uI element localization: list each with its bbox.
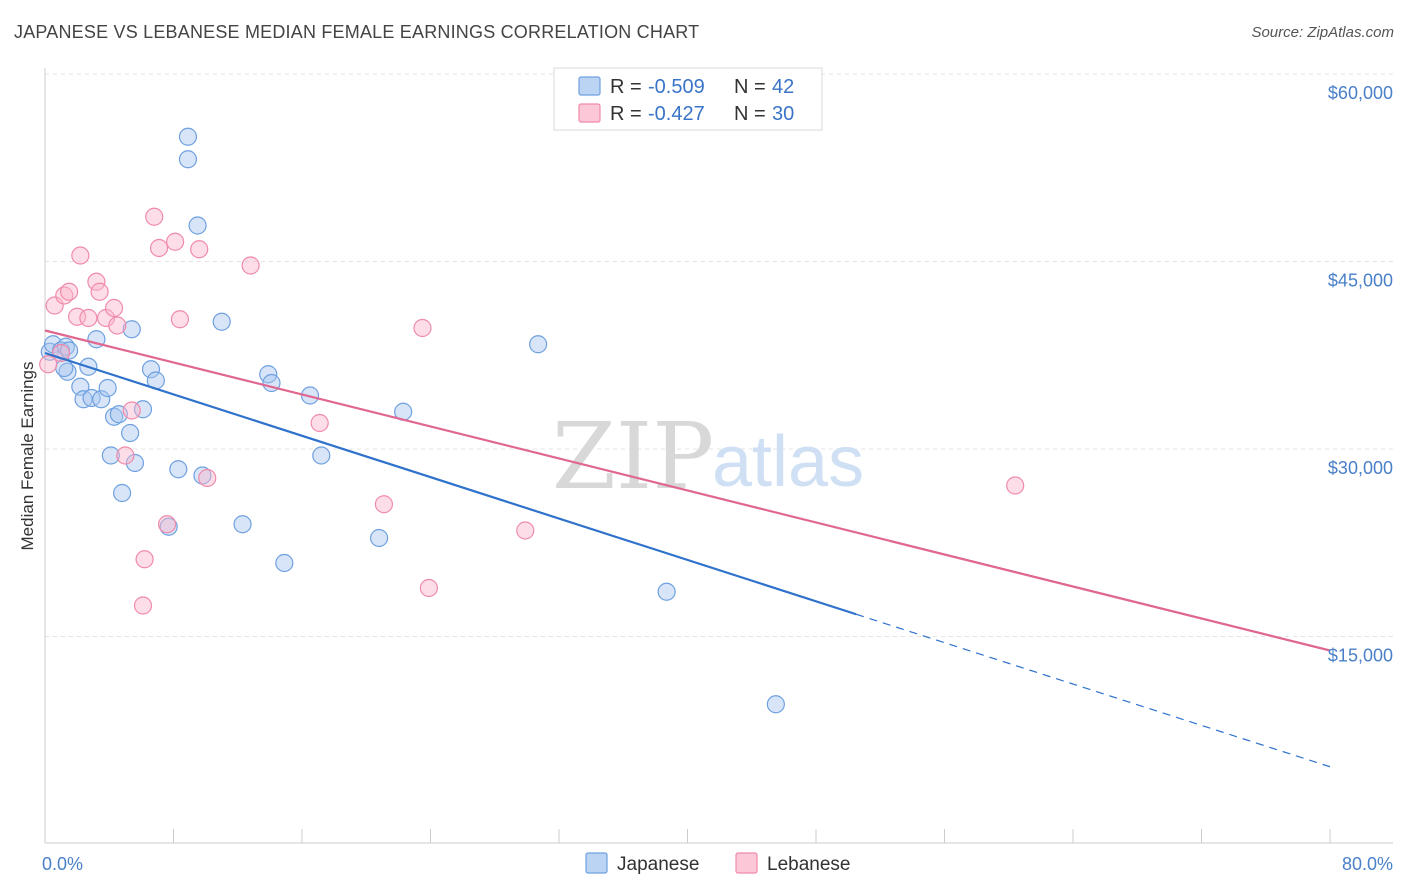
bottom-legend-label-lebanese: Lebanese bbox=[767, 854, 850, 875]
point-lebanese-4 bbox=[59, 282, 79, 301]
series-lebanese-points bbox=[39, 207, 1025, 615]
point-japanese-12 bbox=[98, 378, 117, 398]
point-lebanese-29 bbox=[516, 521, 535, 540]
point-lebanese-1 bbox=[45, 296, 64, 315]
watermark-atlas: atlas bbox=[712, 422, 864, 502]
point-japanese-11 bbox=[92, 390, 111, 409]
bottom-legend: Japanese Lebanese bbox=[585, 852, 850, 875]
point-lebanese-14 bbox=[122, 401, 141, 420]
point-lebanese-24 bbox=[241, 256, 260, 275]
point-japanese-39 bbox=[657, 582, 676, 601]
y-tick-label-2: $45,000 bbox=[1328, 271, 1393, 291]
x-tick-label-max: 80.0% bbox=[1342, 854, 1393, 874]
bottom-legend-swatch-japanese bbox=[585, 852, 608, 874]
point-japanese-26 bbox=[178, 150, 198, 169]
point-lebanese-22 bbox=[190, 240, 209, 259]
point-lebanese-27 bbox=[413, 318, 432, 338]
legend-n-label-lebanese: N = bbox=[734, 103, 766, 125]
point-lebanese-6 bbox=[71, 246, 90, 265]
point-japanese-16 bbox=[112, 483, 132, 503]
legend-swatch-lebanese bbox=[578, 103, 601, 123]
bottom-legend-label-japanese: Japanese bbox=[617, 854, 699, 875]
watermark: ZIP atlas bbox=[552, 403, 864, 510]
point-lebanese-23 bbox=[198, 468, 217, 488]
point-japanese-33 bbox=[275, 553, 294, 573]
legend-n-value-japanese: 42 bbox=[772, 76, 794, 98]
legend-swatch-japanese bbox=[578, 76, 601, 96]
point-japanese-38 bbox=[529, 335, 548, 354]
point-japanese-36 bbox=[370, 528, 389, 548]
point-japanese-17 bbox=[121, 423, 140, 443]
point-japanese-27 bbox=[188, 216, 207, 235]
point-japanese-30 bbox=[233, 515, 252, 534]
point-lebanese-21 bbox=[170, 310, 190, 329]
watermark-zip: ZIP bbox=[552, 403, 714, 510]
legend-r-value-japanese: -0.509 bbox=[648, 76, 705, 98]
legend-r-label-japanese: R = bbox=[610, 76, 642, 98]
point-japanese-28 bbox=[193, 466, 212, 485]
trend-line-japanese-extension bbox=[855, 613, 1331, 768]
point-lebanese-26 bbox=[374, 495, 394, 514]
point-japanese-25 bbox=[178, 127, 198, 146]
point-japanese-21 bbox=[141, 360, 161, 379]
top-legend: R = -0.509 N = 42 R = -0.427 N = 30 bbox=[553, 67, 823, 131]
point-lebanese-15 bbox=[135, 550, 154, 569]
point-japanese-29 bbox=[212, 312, 231, 331]
y-tick-label-0: $15,000 bbox=[1328, 646, 1393, 666]
axes bbox=[44, 68, 1393, 844]
legend-n-label-japanese: N = bbox=[734, 76, 766, 98]
point-lebanese-0 bbox=[39, 355, 58, 374]
y-tick-label-1: $30,000 bbox=[1328, 458, 1393, 478]
point-lebanese-12 bbox=[108, 316, 127, 335]
point-japanese-14 bbox=[104, 407, 124, 426]
x-ticks bbox=[44, 829, 1331, 843]
point-japanese-13 bbox=[101, 446, 120, 465]
y-tick-labels: $15,000 $30,000 $45,000 $60,000 bbox=[1328, 83, 1393, 666]
chart-source: Source: ZipAtlas.com bbox=[1251, 24, 1394, 41]
point-lebanese-17 bbox=[145, 207, 164, 226]
legend-r-label-lebanese: R = bbox=[610, 103, 642, 125]
trend-lines bbox=[44, 329, 1331, 768]
trend-line-japanese bbox=[44, 351, 857, 616]
point-lebanese-9 bbox=[90, 282, 109, 301]
point-lebanese-13 bbox=[116, 446, 135, 465]
legend-r-value-lebanese: -0.427 bbox=[648, 103, 705, 125]
point-lebanese-11 bbox=[104, 298, 124, 318]
point-lebanese-25 bbox=[310, 413, 329, 433]
point-lebanese-7 bbox=[79, 308, 98, 328]
point-lebanese-30 bbox=[1006, 476, 1025, 495]
point-lebanese-18 bbox=[149, 238, 169, 258]
gridlines bbox=[45, 73, 1393, 637]
point-japanese-18 bbox=[122, 320, 141, 339]
point-lebanese-16 bbox=[133, 596, 153, 615]
bottom-legend-swatch-lebanese bbox=[735, 852, 758, 874]
series-japanese-points bbox=[40, 127, 785, 714]
chart-title: JAPANESE VS LEBANESE MEDIAN FEMALE EARNI… bbox=[14, 22, 700, 42]
point-lebanese-8 bbox=[87, 272, 106, 291]
point-lebanese-28 bbox=[419, 578, 438, 598]
y-axis-label: Median Female Earnings bbox=[18, 362, 37, 551]
y-tick-label-3: $60,000 bbox=[1328, 83, 1393, 103]
point-lebanese-19 bbox=[157, 515, 177, 534]
point-japanese-24 bbox=[169, 460, 188, 479]
point-japanese-19 bbox=[125, 453, 145, 473]
point-lebanese-20 bbox=[166, 232, 185, 251]
point-japanese-35 bbox=[312, 446, 331, 465]
legend-n-value-lebanese: 30 bbox=[772, 103, 794, 125]
x-tick-label-min: 0.0% bbox=[42, 854, 83, 874]
point-japanese-9 bbox=[82, 388, 101, 408]
point-japanese-40 bbox=[766, 695, 785, 714]
trend-line-lebanese bbox=[44, 329, 1331, 652]
